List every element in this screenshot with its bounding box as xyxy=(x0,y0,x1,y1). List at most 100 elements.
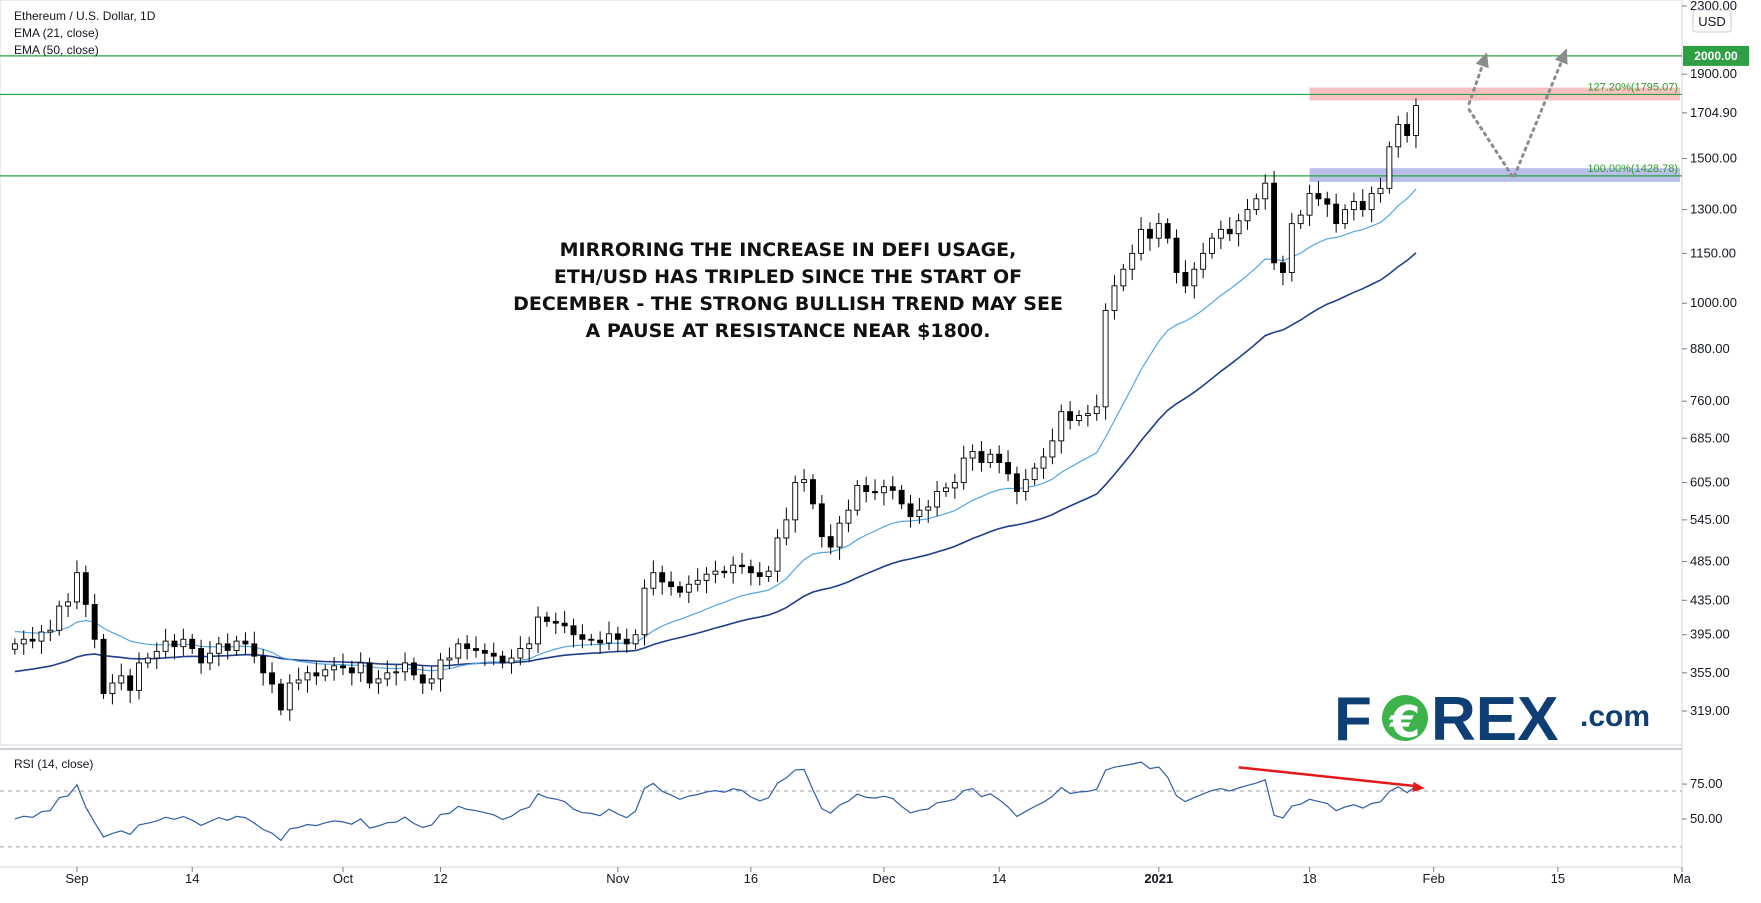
candle-body xyxy=(978,451,985,463)
candle xyxy=(907,495,914,528)
candle-body xyxy=(171,640,178,648)
price-tick-label: 1500.00 xyxy=(1690,151,1737,166)
candle xyxy=(340,653,346,676)
candle xyxy=(1058,404,1065,454)
candle xyxy=(357,652,364,682)
candle-body xyxy=(189,638,196,649)
candle xyxy=(783,507,790,546)
price-tick-label: 319.00 xyxy=(1690,703,1730,718)
candle-body xyxy=(464,643,471,649)
candle xyxy=(1253,193,1260,216)
candle xyxy=(614,626,621,652)
candle xyxy=(1244,199,1251,230)
time-tick-label: Oct xyxy=(333,871,354,886)
candle xyxy=(481,643,488,666)
candle xyxy=(916,497,923,524)
candle-body xyxy=(1013,473,1020,492)
candle xyxy=(1386,141,1393,194)
candle xyxy=(730,556,737,584)
candle-body xyxy=(1102,309,1109,408)
candle-body xyxy=(943,487,949,492)
candle xyxy=(1315,181,1322,207)
candle-body xyxy=(242,640,249,645)
candle-body xyxy=(1146,228,1153,239)
candle xyxy=(153,642,160,669)
candle-body xyxy=(739,564,745,568)
candle xyxy=(1324,191,1331,217)
candle-body xyxy=(1280,262,1286,273)
candle xyxy=(233,635,240,656)
candle xyxy=(597,631,604,654)
price-tick-label: 355.00 xyxy=(1690,665,1730,680)
candle-body xyxy=(286,682,293,711)
ema-21-legend: EMA (21, close) xyxy=(14,26,99,40)
candle xyxy=(685,575,692,604)
annotation-line-2: ETH/USD HAS TRIPLED SINCE THE START OF xyxy=(554,266,1022,288)
candle xyxy=(668,571,675,596)
candle xyxy=(1067,401,1074,430)
candle-body xyxy=(1350,201,1357,211)
price-tick-label: 1704.90 xyxy=(1690,105,1737,120)
candle xyxy=(747,559,754,586)
candle-body xyxy=(801,479,808,484)
candle xyxy=(1138,217,1145,261)
rsi-tick-label: 75.00 xyxy=(1690,776,1723,791)
time-tick-label: Sep xyxy=(65,871,88,886)
candle xyxy=(978,440,985,472)
candle xyxy=(1377,177,1384,203)
time-tick-label: 12 xyxy=(433,871,447,886)
candle-body xyxy=(641,587,648,636)
candle-body xyxy=(109,682,116,694)
candle-body xyxy=(508,657,515,664)
candle-body xyxy=(1359,201,1366,211)
candle-body xyxy=(1333,203,1340,225)
candle xyxy=(756,562,763,586)
candle-body xyxy=(1297,214,1304,225)
candle xyxy=(277,678,284,716)
candle-body xyxy=(623,638,630,645)
grid-layer xyxy=(0,0,1683,868)
candle-body xyxy=(47,629,54,633)
currency-symbol-icon: € xyxy=(1389,697,1421,748)
time-tick-label: 2021 xyxy=(1144,871,1173,886)
candle-body xyxy=(1040,456,1047,469)
candle xyxy=(100,633,107,699)
candle xyxy=(552,612,559,635)
candle xyxy=(144,652,151,669)
forex-logo: F € REX .com xyxy=(1334,685,1650,754)
candle-body xyxy=(606,633,612,644)
candle xyxy=(29,626,36,649)
candle xyxy=(1049,428,1056,465)
candle-body xyxy=(1138,228,1145,254)
candle-body xyxy=(1129,252,1136,270)
candle-body xyxy=(916,509,923,518)
candle-body xyxy=(446,657,453,661)
candle xyxy=(1146,222,1153,251)
candle-body xyxy=(1058,411,1065,442)
projection-arrow-dip xyxy=(1467,47,1569,182)
candle-body xyxy=(1111,285,1118,311)
candle-body xyxy=(260,655,267,674)
annotation-line-4: A PAUSE AT RESISTANCE NEAR $1800. xyxy=(586,320,991,342)
candle xyxy=(207,640,213,671)
time-tick-label: 16 xyxy=(744,871,758,886)
rsi-tick-label: 50.00 xyxy=(1690,811,1723,826)
candle-body xyxy=(668,581,675,588)
candle xyxy=(561,610,568,634)
candle xyxy=(898,485,905,510)
candle xyxy=(1164,218,1171,244)
price-tick-label: 545.00 xyxy=(1690,512,1730,527)
currency-badge[interactable] xyxy=(1692,9,1732,33)
candle xyxy=(304,665,311,693)
candle-body xyxy=(756,572,763,577)
candle-body xyxy=(1005,462,1012,475)
candle-body xyxy=(410,662,417,676)
candle-body xyxy=(925,506,932,511)
candles-layer xyxy=(11,98,1419,721)
candle-body xyxy=(747,566,754,574)
candle-body xyxy=(1386,146,1393,189)
candle-body xyxy=(880,486,887,494)
candle xyxy=(473,636,479,658)
candle xyxy=(951,473,958,499)
rsi-line xyxy=(14,761,1417,842)
